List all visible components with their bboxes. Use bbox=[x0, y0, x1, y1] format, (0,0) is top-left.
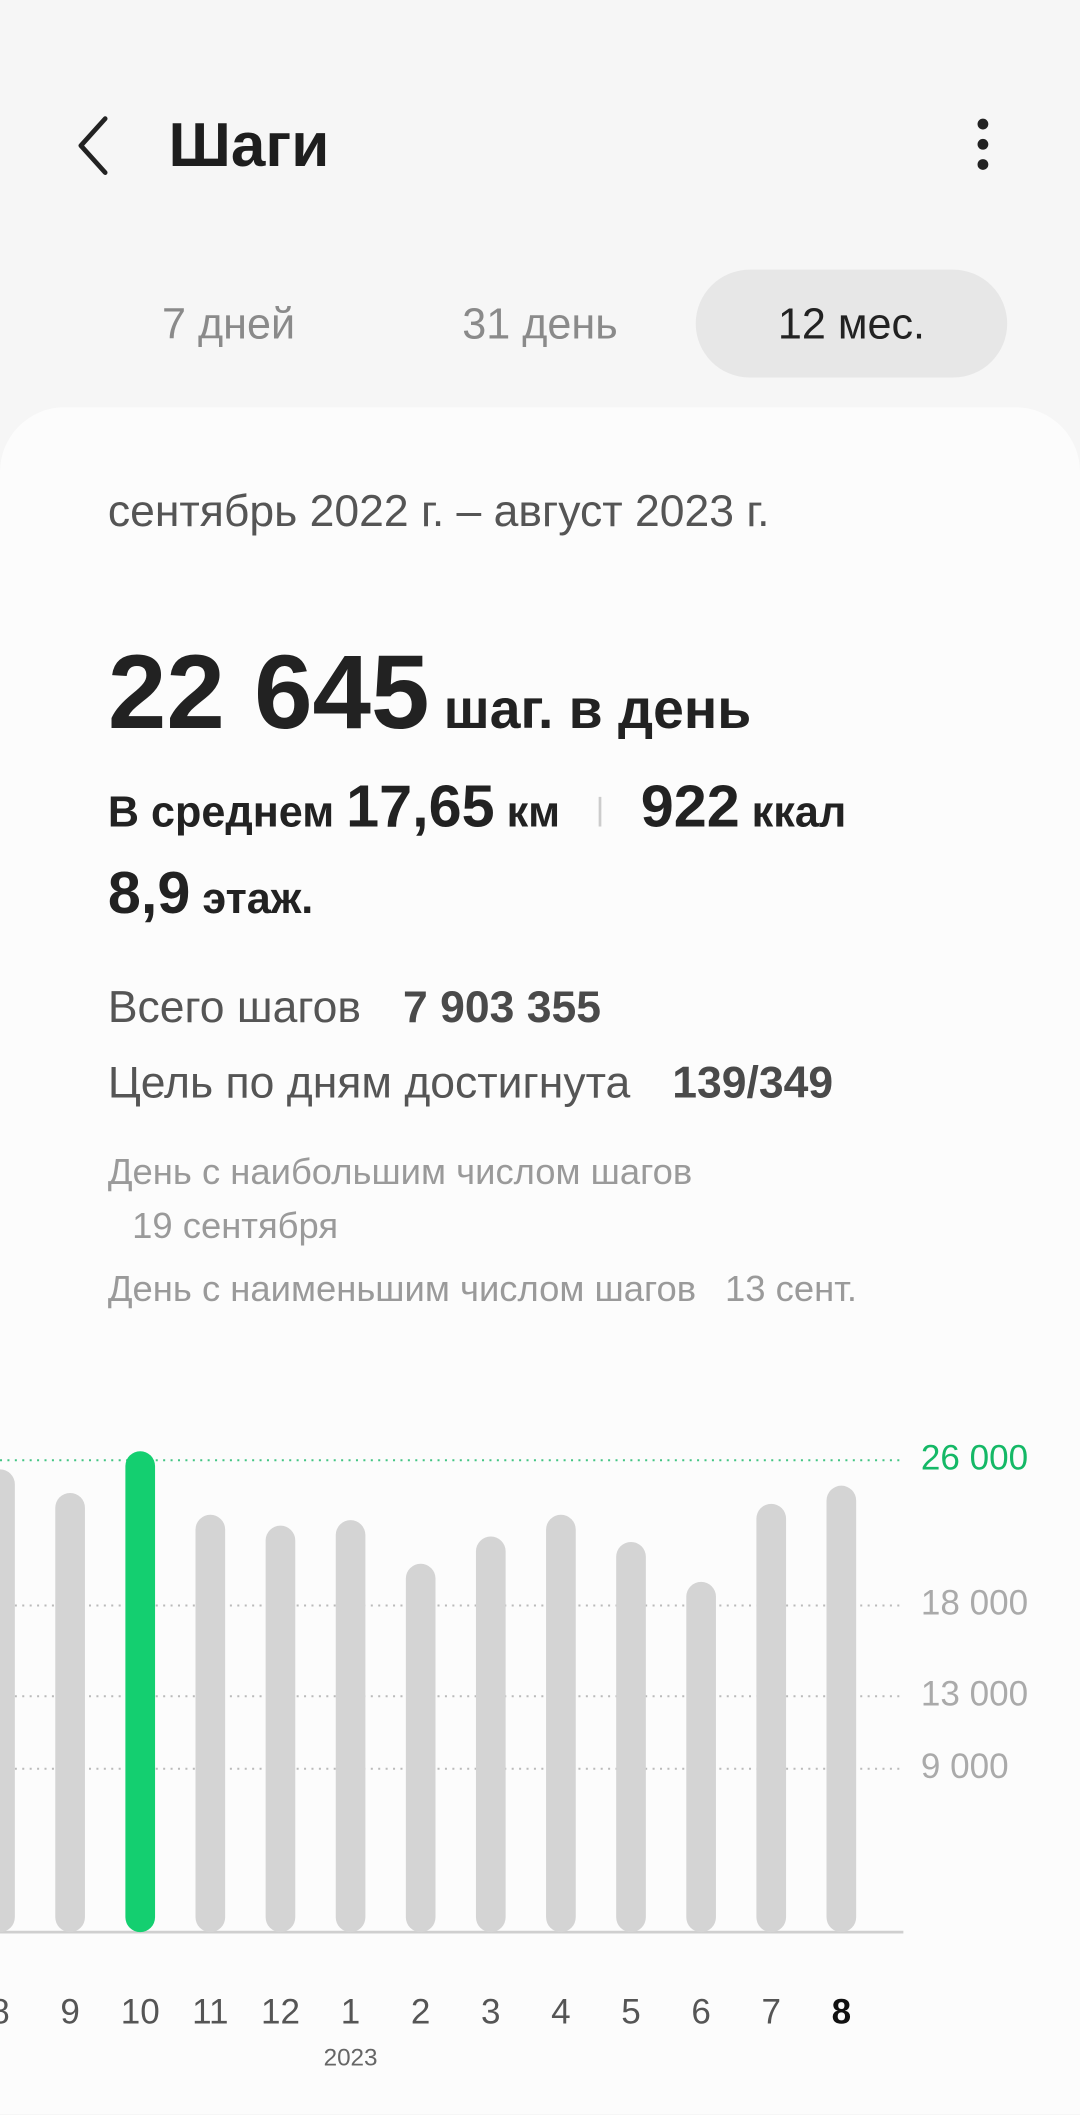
daily-unit: шаг. в день bbox=[443, 678, 752, 741]
x-sublabel: 2023 bbox=[324, 2044, 378, 2071]
total-label: Всего шагов bbox=[107, 981, 361, 1032]
floors-unit: этаж. bbox=[202, 873, 314, 923]
x-tick-label: 10 bbox=[121, 1993, 160, 2032]
divider bbox=[599, 796, 602, 827]
calories: 922 bbox=[640, 773, 740, 841]
y-tick-label: 26 000 bbox=[921, 1439, 1028, 1478]
x-tick-label: 1 bbox=[341, 1993, 361, 2032]
back-button[interactable] bbox=[67, 111, 121, 181]
x-tick-label: 8 bbox=[832, 1993, 852, 2032]
bar bbox=[55, 1492, 85, 1933]
bar bbox=[546, 1514, 576, 1933]
x-tick-label: 3 bbox=[481, 1993, 501, 2032]
bar bbox=[756, 1503, 787, 1933]
distance: 17,65 bbox=[346, 773, 495, 841]
goal-label: Цель по дням достигнута bbox=[107, 1057, 631, 1107]
x-tick-label: 4 bbox=[551, 1993, 571, 2032]
goal-row: Цель по дням достигнута 139/349 bbox=[108, 1057, 833, 1108]
min-day-value: 13 сент. bbox=[725, 1268, 857, 1310]
y-tick-label: 18 000 bbox=[921, 1584, 1028, 1623]
distance-unit: км bbox=[506, 787, 561, 836]
menu-button[interactable] bbox=[964, 113, 1002, 175]
bar bbox=[125, 1451, 156, 1933]
max-day-value: 19 сентября bbox=[132, 1205, 339, 1246]
tab[interactable]: 12 мес. bbox=[695, 269, 1008, 378]
x-tick-label: 8 bbox=[0, 1993, 10, 2032]
daily-steps-row: 22 645 шаг. в день bbox=[108, 631, 751, 754]
calories-unit: ккал bbox=[751, 787, 847, 836]
x-tick-label: 12 bbox=[261, 1993, 300, 2032]
bar bbox=[0, 1469, 15, 1933]
x-tick-label: 5 bbox=[621, 1993, 641, 2032]
summary-card bbox=[0, 407, 1080, 2115]
max-day-label: День с наибольшим числом шагов bbox=[107, 1151, 693, 1192]
bar bbox=[686, 1581, 716, 1933]
total-row: Всего шагов 7 903 355 bbox=[108, 982, 601, 1033]
bar bbox=[265, 1525, 296, 1933]
goal-value: 139/349 bbox=[672, 1057, 834, 1107]
bar bbox=[826, 1485, 857, 1933]
bar bbox=[616, 1541, 646, 1933]
y-tick-label: 9 000 bbox=[921, 1747, 1009, 1786]
bar bbox=[335, 1520, 366, 1933]
tab[interactable]: 7 дней bbox=[161, 299, 296, 348]
bar bbox=[475, 1536, 506, 1933]
x-tick-label: 9 bbox=[60, 1993, 80, 2032]
avg-label: В среднем bbox=[107, 787, 335, 836]
floors-row: 8,9 этаж. bbox=[108, 860, 313, 927]
x-tick-label: 7 bbox=[761, 1993, 781, 2032]
x-tick-label: 6 bbox=[691, 1993, 711, 2032]
daily-steps: 22 645 bbox=[107, 632, 430, 752]
y-tick-label: 13 000 bbox=[921, 1674, 1028, 1713]
x-tick-label: 2 bbox=[411, 1993, 431, 2032]
min-day-label: День с наименьшим числом шагов bbox=[107, 1268, 697, 1310]
bar bbox=[195, 1514, 226, 1933]
min-day-row: День с наименьшим числом шагов 13 сент. bbox=[108, 1269, 857, 1311]
page-title: Шаги bbox=[168, 109, 330, 180]
bar bbox=[405, 1563, 436, 1933]
tab[interactable]: 31 день bbox=[462, 299, 618, 348]
x-tick-label: 11 bbox=[192, 1993, 228, 2032]
total-value: 7 903 355 bbox=[403, 981, 601, 1032]
period: сентябрь 2022 г. – август 2023 г. bbox=[107, 485, 770, 536]
average-row: В среднем 17,65 км 922 ккал bbox=[108, 774, 846, 841]
floors: 8,9 bbox=[107, 860, 191, 927]
